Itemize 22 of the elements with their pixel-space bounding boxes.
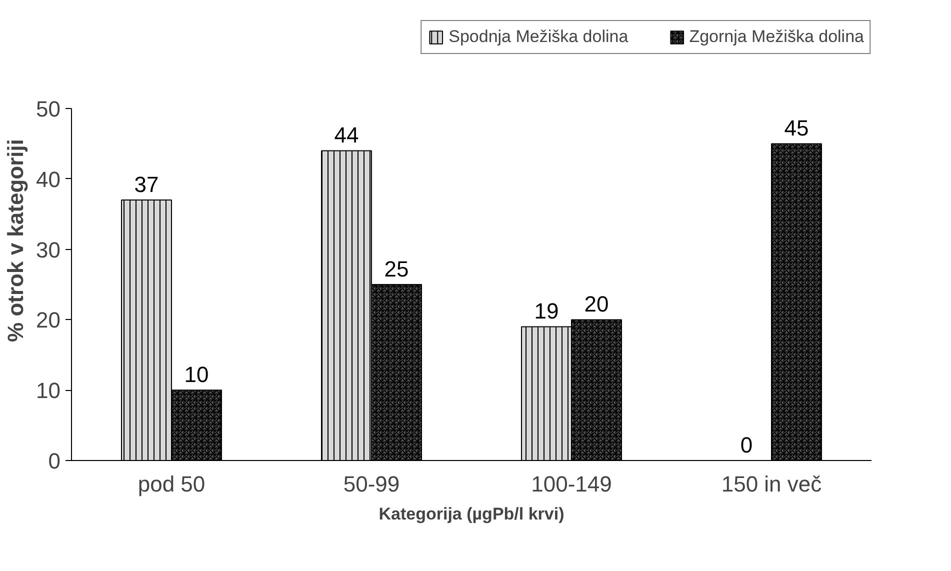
- y-tick-label: 0: [48, 448, 61, 474]
- x-tick-label: 100-149: [531, 472, 612, 496]
- data-label: 25: [384, 256, 409, 282]
- x-axis-title: Kategorija (µgPb/l krvi): [378, 504, 564, 524]
- data-label: 10: [184, 362, 209, 388]
- legend-label: Zgornja Mežiška dolina: [689, 27, 864, 47]
- data-label: 44: [334, 122, 359, 148]
- data-label: 45: [784, 116, 809, 141]
- y-tick-label: 30: [36, 237, 61, 262]
- y-axis-title: % otrok v kategoriji: [3, 139, 28, 342]
- data-label: 0: [740, 432, 753, 458]
- y-tick-label: 10: [36, 378, 61, 404]
- x-tick-label: 150 in več: [721, 472, 822, 496]
- data-label: 37: [134, 172, 159, 198]
- data-label: 20: [584, 292, 609, 317]
- x-tick-label: 50-99: [343, 472, 400, 496]
- data-label: 19: [534, 298, 559, 324]
- y-tick-label: 50: [36, 96, 61, 122]
- y-tick-label: 20: [36, 308, 61, 333]
- x-tick-label: pod 50: [138, 472, 206, 496]
- y-tick-label: 40: [36, 166, 61, 192]
- legend-label: Spodnja Mežiška dolina: [448, 27, 628, 47]
